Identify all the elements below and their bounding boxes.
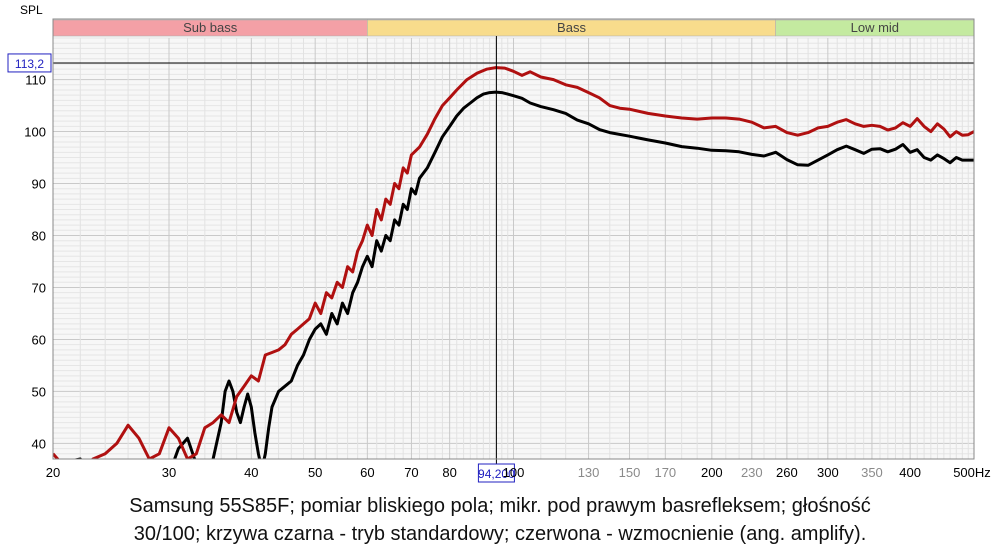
x-tick-label: 20 <box>46 465 60 480</box>
y-axis-label: SPL <box>20 3 43 17</box>
x-tick-label: 260 <box>776 465 798 480</box>
y-tick-label: 40 <box>32 436 46 451</box>
y-tick-label: 110 <box>25 73 46 88</box>
x-tick-label: 30 <box>162 465 176 480</box>
x-tick-label: 500Hz <box>953 465 991 480</box>
x-tick-label: 400 <box>899 465 921 480</box>
grid-lines <box>52 37 975 460</box>
y-axis-ticks: 40 50 60 70 80 90 100 110 <box>24 73 46 452</box>
x-tick-label: 80 <box>442 465 456 480</box>
x-tick-label: 230 <box>741 465 763 480</box>
cursor-y-readout: 113,2 <box>15 57 44 71</box>
series-line <box>53 66 974 459</box>
crosshair-cursor[interactable]: 113,2 94,200 <box>7 36 974 483</box>
figure-caption: Samsung 55S85F; pomiar bliskiego pola; m… <box>0 492 1000 548</box>
caption-line-2: 30/100; krzywa czarna - tryb standardowy… <box>133 523 867 545</box>
cursor-x-readout-box <box>477 463 515 483</box>
band-label: Low mid <box>851 20 899 35</box>
x-tick-label: 60 <box>360 465 374 480</box>
x-tick-label: 170 <box>654 465 676 480</box>
y-tick-label: 80 <box>32 229 46 244</box>
plot-border <box>52 18 975 460</box>
y-tick-label: 100 <box>24 125 46 140</box>
x-tick-label: 40 <box>244 465 258 480</box>
x-tick-label: 100 <box>503 465 525 480</box>
y-tick-label: 90 <box>32 177 46 192</box>
y-tick-label: 50 <box>32 384 46 399</box>
frequency-band-bar: Sub bass Bass Low mid <box>52 19 975 37</box>
frequency-response-chart: Sub bass Bass Low mid 113,2 94,200 40 50 60 70… <box>7 3 991 483</box>
y-tick-label: 70 <box>32 280 46 295</box>
x-tick-label: 50 <box>308 465 322 480</box>
x-tick-label: 200 <box>701 465 723 480</box>
y-tick-label: 60 <box>32 332 46 347</box>
x-tick-label: 150 <box>619 465 641 480</box>
x-axis-ticks: 20 30 40 50 60 70 80 100 130 150 170 200 230 260 300 35… <box>46 465 991 480</box>
x-tick-label: 350 <box>861 465 883 480</box>
series-lines <box>53 66 974 459</box>
x-tick-label: 130 <box>578 465 600 480</box>
band-label: Bass <box>557 20 586 35</box>
x-tick-label: 300 <box>817 465 839 480</box>
x-tick-label: 70 <box>404 465 418 480</box>
cursor-x-readout: 94,200 <box>478 467 515 481</box>
band-label: Sub bass <box>183 20 238 35</box>
caption-line-1: Samsung 55S85F; pomiar bliskiego pola; m… <box>129 495 871 517</box>
cursor-y-readout-box <box>7 53 52 73</box>
